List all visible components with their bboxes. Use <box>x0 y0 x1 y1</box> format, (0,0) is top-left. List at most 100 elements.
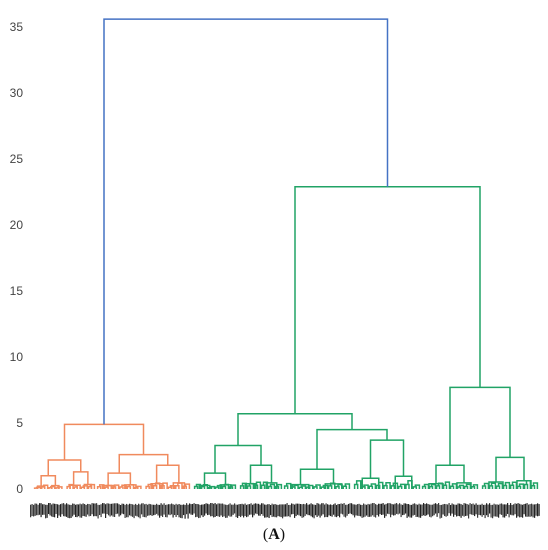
leaf-label-mark <box>352 504 354 516</box>
leaf-label-mark <box>423 503 425 516</box>
leaf-label-mark <box>502 504 504 518</box>
leaf-label-mark <box>376 504 378 516</box>
leaf-label-mark <box>463 503 465 517</box>
leaf-label-mark <box>427 504 429 515</box>
leaf-label-mark <box>460 504 462 518</box>
leaf-label-mark <box>105 504 107 518</box>
dendrogram-leaf-link <box>298 486 304 489</box>
dendrogram-leaf-link <box>126 485 132 489</box>
leaf-label-mark <box>154 504 156 515</box>
dendrogram-leaf-link <box>169 485 176 489</box>
leaf-label-mark <box>307 504 309 516</box>
dendrogram-leaf-link <box>465 483 472 489</box>
dendrogram-leaf-link <box>390 485 396 489</box>
leaf-label-mark <box>219 503 221 517</box>
leaf-label-mark <box>273 504 275 517</box>
leaf-label-mark <box>409 504 411 518</box>
leaf-label-mark <box>432 504 434 517</box>
leaf-label-mark <box>189 503 191 514</box>
dendrogram-leaf-link <box>353 483 359 489</box>
dendrogram-leaf-link <box>202 484 209 489</box>
leaf-label-mark <box>334 503 336 517</box>
leaf-label-mark <box>445 504 447 517</box>
leaf-label-mark <box>283 504 285 517</box>
dendrogram-leaf-link <box>421 485 427 489</box>
dendrogram-leaf-link <box>177 482 183 489</box>
dendrogram-leaf-link <box>320 486 326 489</box>
leaf-label-mark <box>244 503 246 516</box>
dendrogram-leaf-link <box>481 485 487 489</box>
dendrogram-leaf-link <box>57 486 63 489</box>
leaf-label-mark <box>493 503 495 517</box>
leaf-label-mark <box>532 504 534 518</box>
leaf-label-mark <box>256 503 258 515</box>
dendrogram-leaf-link <box>147 483 154 489</box>
leaf-label-mark <box>85 504 87 517</box>
leaf-label-mark <box>304 504 306 516</box>
leaf-label-mark <box>69 504 71 519</box>
dendrogram-leaf-link <box>285 482 292 489</box>
leaf-label-mark <box>142 503 144 517</box>
leaf-label-mark <box>384 504 386 518</box>
leaf-label-mark <box>72 503 74 517</box>
dendrogram-leaf-link <box>267 485 273 489</box>
leaf-label-mark <box>100 504 102 518</box>
dendrogram-leaf-link <box>442 484 448 489</box>
leaf-label-mark <box>537 503 539 517</box>
panel-label-close: ) <box>279 526 286 543</box>
leaf-label-mark <box>240 504 242 518</box>
dendrogram-leaf-link <box>342 485 348 489</box>
leaf-label-mark <box>328 504 330 516</box>
leaf-label-mark <box>232 504 234 515</box>
dendrogram-leaf-link <box>253 484 259 489</box>
leaf-label-mark <box>442 504 444 515</box>
leaf-label-mark <box>226 504 228 518</box>
dendrogram-leaf-link <box>80 486 86 489</box>
leaf-label-mark <box>405 503 407 514</box>
leaf-label-mark <box>468 504 470 519</box>
leaf-label-mark <box>193 503 195 514</box>
dendrogram-link <box>495 456 525 483</box>
leaf-label-mark <box>535 504 537 516</box>
leaf-label-mark <box>222 503 224 518</box>
leaf-label-mark <box>73 503 75 515</box>
leaf-label-mark <box>267 504 269 518</box>
leaf-label-mark <box>504 504 506 518</box>
leaf-label-mark <box>336 504 338 518</box>
dendrogram-leaf-link <box>33 487 39 489</box>
leaf-label-mark <box>42 504 44 515</box>
leaf-label-mark <box>138 503 140 518</box>
dendrogram-leaf-link <box>430 483 437 489</box>
dendrogram-leaf-link <box>241 482 248 489</box>
leaf-label-mark <box>370 503 372 517</box>
dendrogram-leaf-link <box>255 481 262 489</box>
y-tick-label: 20 <box>10 218 24 232</box>
dendrogram-leaf-link <box>283 485 289 489</box>
leaf-label-mark <box>391 504 393 515</box>
leaf-label-mark <box>306 503 308 515</box>
leaf-label-mark <box>477 504 479 518</box>
dendrogram-leaf-link <box>239 485 245 489</box>
leaf-label-mark <box>136 504 138 517</box>
leaf-label-mark <box>361 504 363 518</box>
dendrogram-leaf-link <box>355 480 362 489</box>
leaf-label-mark <box>331 504 333 517</box>
leaf-label-mark <box>169 504 171 516</box>
leaf-label-mark <box>265 504 267 518</box>
leaf-label-mark <box>342 503 344 515</box>
leaf-label-mark <box>381 503 383 516</box>
dendrogram-leaf-link <box>368 485 374 489</box>
leaf-label-mark <box>51 504 53 517</box>
dendrogram-leaf-link <box>98 484 105 489</box>
leaf-label-mark <box>55 503 57 514</box>
leaf-label-mark <box>345 504 347 518</box>
leaf-label-mark <box>156 503 158 514</box>
dendrogram-leaf-link <box>363 484 369 489</box>
leaf-label-mark <box>39 503 41 515</box>
leaf-label-mark <box>480 504 482 516</box>
leaf-label-mark <box>144 504 146 518</box>
leaf-label-mark <box>417 504 419 517</box>
leaf-label-mark <box>400 504 402 518</box>
leaf-label-mark <box>291 503 293 515</box>
leaf-label-mark <box>46 504 48 518</box>
